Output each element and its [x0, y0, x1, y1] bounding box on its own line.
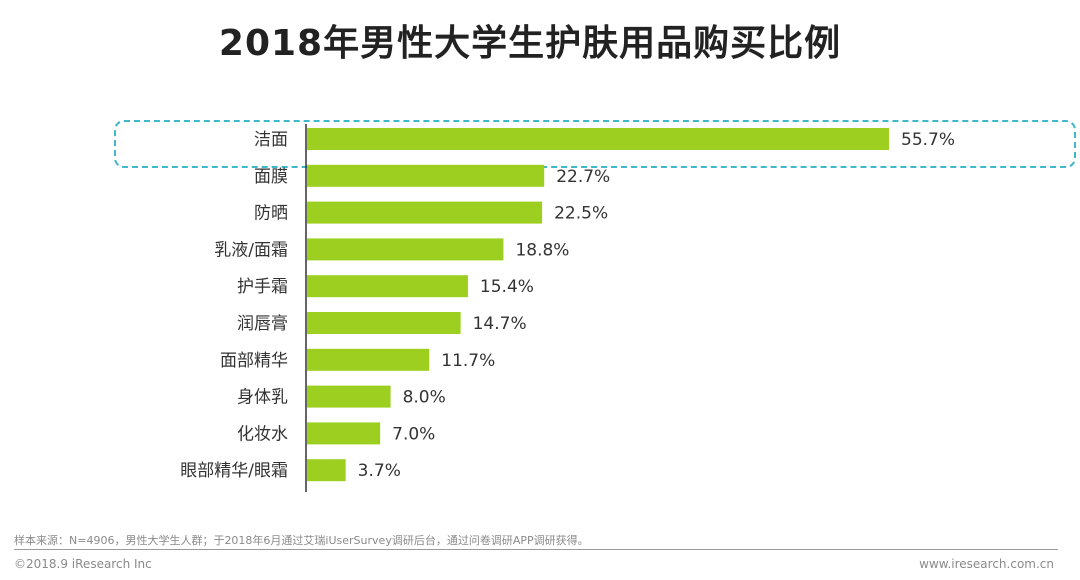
category-label: 面膜 [254, 167, 288, 187]
category-label: 面部精华 [220, 351, 288, 371]
category-label: 润唇膏 [237, 313, 288, 334]
category-label: 洁面 [254, 130, 288, 150]
value-label: 7.0% [392, 424, 435, 444]
bar [307, 238, 504, 261]
value-label: 8.0% [403, 388, 446, 408]
bar [307, 459, 346, 482]
category-label: 眼部精华/眼霜 [180, 461, 288, 481]
website-url: www.iresearch.com.cn [919, 557, 1054, 571]
highlight-box [114, 120, 1076, 168]
footer-divider [14, 549, 1058, 550]
chart-title: 2018年男性大学生护肤用品购买比例 [218, 23, 842, 64]
value-label: 3.7% [358, 461, 401, 481]
value-label: 11.7% [441, 351, 495, 371]
value-label: 22.7% [556, 167, 610, 187]
source-note: 样本来源：N=4906，男性大学生人群；于2018年6月通过艾瑞iUserSur… [14, 534, 589, 547]
value-label: 14.7% [473, 314, 527, 334]
copyright-text: ©2018.9 iResearch Inc [14, 557, 152, 571]
category-label: 防晒 [254, 204, 288, 224]
bar-chart: 洁面 55.7% 面膜 22.7% 防晒 22.5% 乳液/面霜 18.8% 护手霜 15.4% 润… [180, 124, 955, 492]
category-label: 护手霜 [237, 277, 288, 297]
value-label: 15.4% [480, 277, 534, 297]
bar [307, 312, 461, 334]
bar [307, 385, 391, 408]
value-label: 22.5% [554, 204, 608, 224]
category-label: 化妆水 [237, 424, 288, 444]
category-label: 身体乳 [237, 388, 288, 408]
bar [307, 348, 430, 371]
category-label: 乳液/面霜 [214, 240, 288, 260]
bar [307, 164, 545, 187]
bar [307, 128, 889, 150]
value-label: 18.8% [515, 240, 569, 260]
value-label: 55.7% [901, 130, 955, 150]
bar [307, 201, 543, 224]
bar [307, 275, 468, 298]
bar [307, 422, 381, 445]
